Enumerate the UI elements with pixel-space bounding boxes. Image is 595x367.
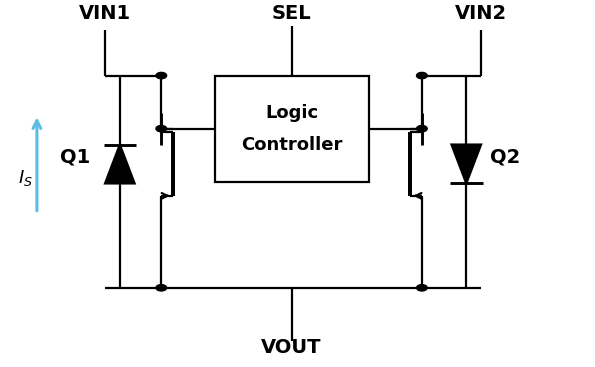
Text: VOUT: VOUT <box>261 338 322 357</box>
Circle shape <box>416 126 427 132</box>
Text: Q2: Q2 <box>490 148 520 166</box>
Circle shape <box>156 285 167 291</box>
Text: VIN2: VIN2 <box>455 4 507 22</box>
Polygon shape <box>105 145 134 184</box>
Text: Logic: Logic <box>265 104 318 122</box>
Text: Controller: Controller <box>241 135 342 153</box>
Text: VIN1: VIN1 <box>79 4 131 22</box>
Circle shape <box>156 126 167 132</box>
Circle shape <box>416 285 427 291</box>
Circle shape <box>416 72 427 79</box>
Text: $I_S$: $I_S$ <box>18 168 33 188</box>
Polygon shape <box>452 145 481 184</box>
Bar <box>215 76 368 182</box>
Text: SEL: SEL <box>272 4 311 22</box>
Circle shape <box>156 72 167 79</box>
Text: Q1: Q1 <box>60 148 90 166</box>
